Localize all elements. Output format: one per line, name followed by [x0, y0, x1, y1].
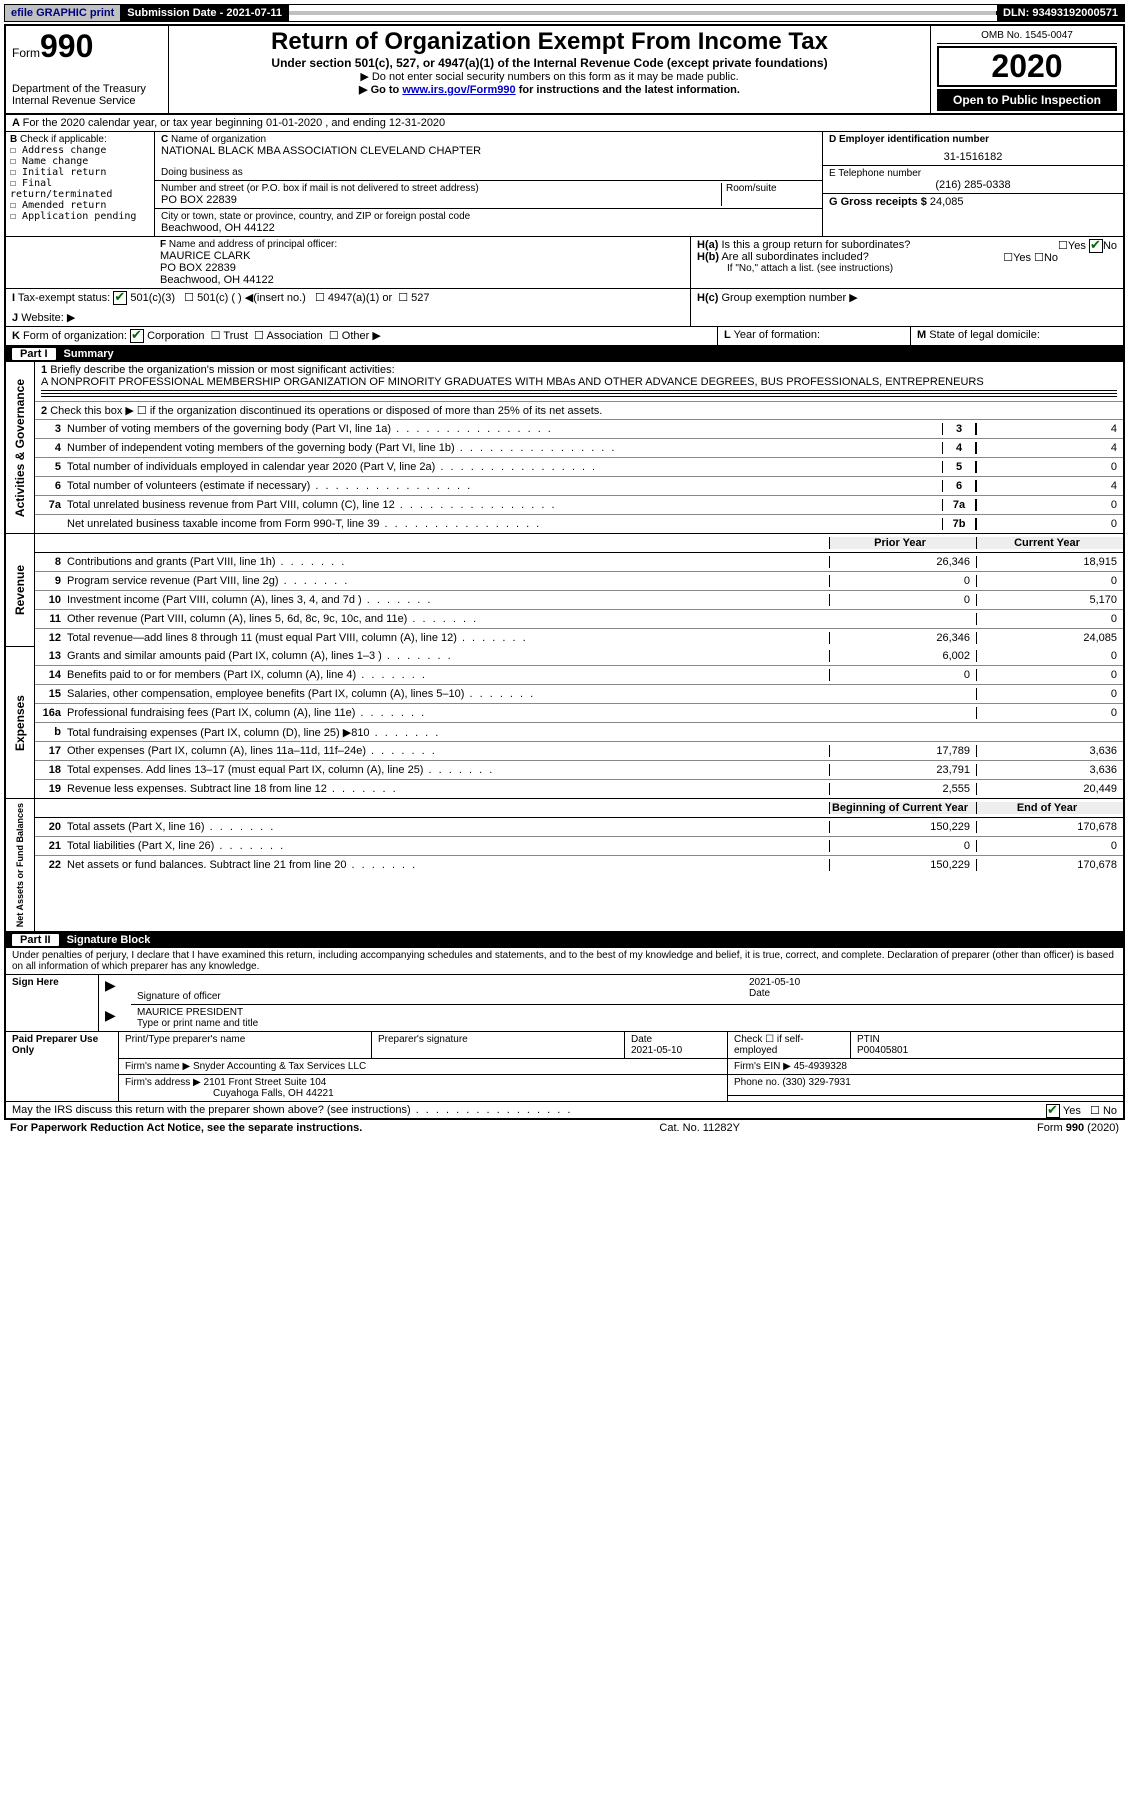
line-19: 19 Revenue less expenses. Subtract line …: [35, 780, 1123, 798]
goto-line: ▶ Go to www.irs.gov/Form990 for instruct…: [175, 83, 924, 96]
line-11: 11 Other revenue (Part VIII, column (A),…: [35, 610, 1123, 629]
section-fh: F Name and address of principal officer:…: [6, 237, 1123, 289]
block-expenses: Expenses 13 Grants and similar amounts p…: [6, 647, 1123, 799]
sign-here-block: Sign Here Signature of officer 2021-05-1…: [6, 975, 1123, 1032]
line-15: 15 Salaries, other compensation, employe…: [35, 685, 1123, 704]
form-word: Form: [12, 46, 40, 60]
line-21: 21 Total liabilities (Part X, line 26) 0…: [35, 837, 1123, 856]
ssn-warning: ▶ Do not enter social security numbers o…: [175, 70, 924, 83]
line-10: 10 Investment income (Part VIII, column …: [35, 591, 1123, 610]
prior-year-hdr: Prior Year: [829, 537, 976, 549]
line-22: 22 Net assets or fund balances. Subtract…: [35, 856, 1123, 874]
header-left: Form990 Department of the Treasury Inter…: [6, 26, 169, 113]
signer-name: MAURICE PRESIDENT: [137, 1007, 1117, 1018]
submission-label: Submission Date - 2021-07-11: [121, 5, 289, 21]
corp-check: [130, 329, 144, 343]
line-9: 9 Program service revenue (Part VIII, li…: [35, 572, 1123, 591]
discuss-row: May the IRS discuss this return with the…: [6, 1101, 1123, 1118]
block-activities: Activities & Governance 1 Briefly descri…: [6, 362, 1123, 534]
open-to-public: Open to Public Inspection: [937, 89, 1117, 111]
dln: DLN: 93493192000571: [997, 5, 1124, 21]
line-3: 3 Number of voting members of the govern…: [35, 420, 1123, 439]
tax-year: 2020: [937, 46, 1117, 87]
form-number: 990: [40, 28, 93, 64]
officer-name: MAURICE CLARK: [160, 250, 684, 262]
sign-here-label: Sign Here: [6, 975, 99, 1032]
gross-receipts: 24,085: [930, 196, 964, 208]
firm-ein: 45-4939328: [794, 1061, 847, 1072]
section-klm: K Form of organization: Corporation ☐ Tr…: [6, 327, 1123, 346]
Ha-no-check: [1089, 239, 1103, 253]
line-13: 13 Grants and similar amounts paid (Part…: [35, 647, 1123, 666]
col-C: C Name of organization NATIONAL BLACK MB…: [155, 132, 822, 236]
dept-treasury: Department of the Treasury Internal Reve…: [12, 83, 162, 107]
ptin: P00405801: [857, 1045, 908, 1056]
end-year-hdr: End of Year: [976, 802, 1123, 814]
line-5: 5 Total number of individuals employed i…: [35, 458, 1123, 477]
section-bcdeg: B Check if applicable: ☐ Address change …: [6, 132, 1123, 237]
line-8: 8 Contributions and grants (Part VIII, l…: [35, 553, 1123, 572]
current-year-hdr: Current Year: [976, 537, 1123, 549]
paid-preparer-label: Paid Preparer Use Only: [6, 1032, 119, 1101]
line-A: A For the 2020 calendar year, or tax yea…: [6, 115, 1123, 132]
line-4: 4 Number of independent voting members o…: [35, 439, 1123, 458]
firm-phone: (330) 329-7931: [782, 1077, 850, 1088]
side-activities: Activities & Governance: [11, 375, 29, 521]
part2-bar: Part IISignature Block: [6, 932, 1123, 948]
part1-bar: Part ISummary: [6, 346, 1123, 362]
header-mid: Return of Organization Exempt From Incom…: [169, 26, 931, 113]
line-12: 12 Total revenue—add lines 8 through 11 …: [35, 629, 1123, 647]
block-net: Net Assets or Fund Balances Beginning of…: [6, 799, 1123, 932]
line-7b: Net unrelated business taxable income fr…: [35, 515, 1123, 533]
header-right: OMB No. 1545-0047 2020 Open to Public In…: [931, 26, 1123, 113]
page-footer: For Paperwork Reduction Act Notice, see …: [4, 1120, 1125, 1136]
org-name: NATIONAL BLACK MBA ASSOCIATION CLEVELAND…: [161, 145, 816, 157]
col-DEG: D Employer identification number 31-1516…: [822, 132, 1123, 236]
beg-year-hdr: Beginning of Current Year: [829, 802, 976, 814]
line-b: b Total fundraising expenses (Part IX, c…: [35, 723, 1123, 742]
line-6: 6 Total number of volunteers (estimate i…: [35, 477, 1123, 496]
spacer: [289, 11, 997, 15]
section-ij: I Tax-exempt status: 501(c)(3) ☐ 501(c) …: [6, 289, 1123, 327]
ein: 31-1516182: [829, 151, 1117, 163]
line-7a: 7a Total unrelated business revenue from…: [35, 496, 1123, 515]
irs-link[interactable]: www.irs.gov/Form990: [402, 84, 515, 96]
line-16a: 16a Professional fundraising fees (Part …: [35, 704, 1123, 723]
top-bar: efile GRAPHIC print Submission Date - 20…: [4, 4, 1125, 22]
website-label: Website: ▶: [21, 312, 75, 324]
efile-link[interactable]: efile GRAPHIC print: [5, 5, 121, 21]
line-20: 20 Total assets (Part X, line 16) 150,22…: [35, 818, 1123, 837]
telephone: (216) 285-0338: [829, 179, 1117, 191]
discuss-yes-check: [1046, 1104, 1060, 1118]
col-header-row: Revenue Prior Year Current Year 8 Contri…: [6, 534, 1123, 647]
org-city: Beachwood, OH 44122: [161, 222, 816, 234]
org-address: PO BOX 22839: [161, 194, 721, 206]
line-18: 18 Total expenses. Add lines 13–17 (must…: [35, 761, 1123, 780]
under-section: Under section 501(c), 527, or 4947(a)(1)…: [175, 56, 924, 70]
col-B: B Check if applicable: ☐ Address change …: [6, 132, 155, 236]
paid-preparer-block: Paid Preparer Use Only Print/Type prepar…: [6, 1032, 1123, 1101]
line-14: 14 Benefits paid to or for members (Part…: [35, 666, 1123, 685]
form-header: Form990 Department of the Treasury Inter…: [6, 26, 1123, 115]
501c3-check: [113, 291, 127, 305]
line-17: 17 Other expenses (Part IX, column (A), …: [35, 742, 1123, 761]
arrow-icon: [105, 982, 118, 993]
firm-name: Snyder Accounting & Tax Services LLC: [193, 1061, 366, 1072]
perjury-text: Under penalties of perjury, I declare th…: [6, 948, 1123, 975]
mission-desc: A NONPROFIT PROFESSIONAL MEMBERSHIP ORGA…: [41, 376, 984, 388]
form-outer: Form990 Department of the Treasury Inter…: [4, 24, 1125, 1120]
officer-addr1: PO BOX 22839: [160, 262, 684, 274]
sign-date: 2021-05-10: [749, 977, 1117, 988]
form-title: Return of Organization Exempt From Incom…: [175, 28, 924, 56]
arrow-icon: [105, 1012, 118, 1023]
officer-addr2: Beachwood, OH 44122: [160, 274, 684, 286]
omb-number: OMB No. 1545-0047: [937, 28, 1117, 44]
